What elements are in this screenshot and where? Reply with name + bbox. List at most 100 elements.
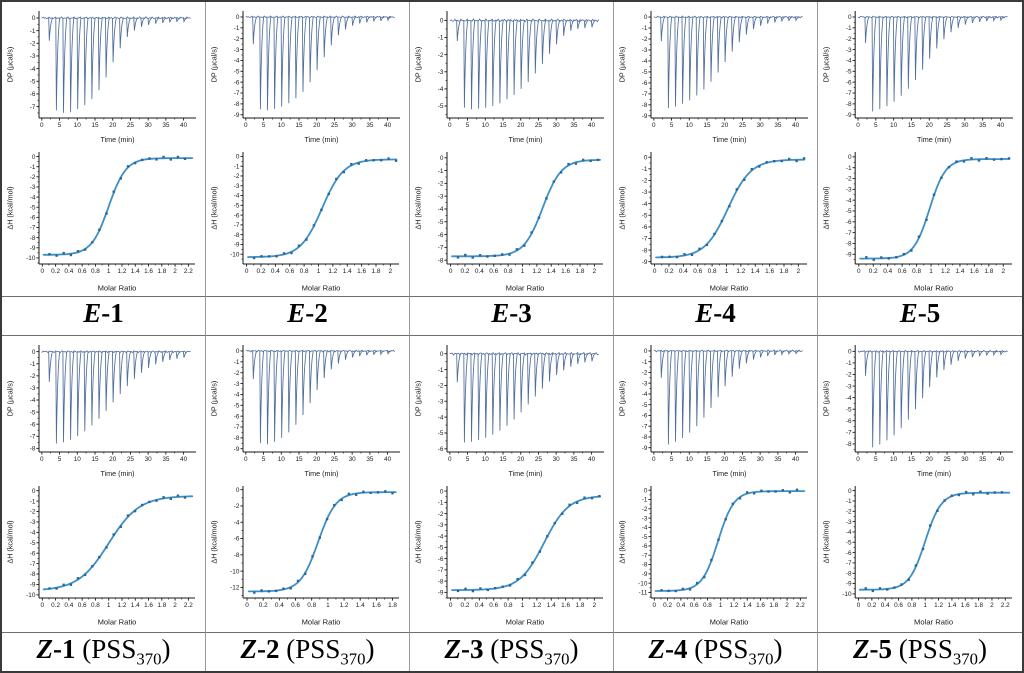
svg-text:Time (min): Time (min): [304, 469, 338, 478]
svg-text:20: 20: [109, 122, 117, 129]
svg-text:25: 25: [739, 456, 747, 463]
svg-text:0.2: 0.2: [869, 268, 878, 275]
isotherm-chart: 0 -1 -2 -3 -4 -5 -6 -7 -8 -9 0 0.2 0.4 0.6 0.8 1 1.2 1.4 1…: [615, 146, 817, 295]
svg-text:-5: -5: [30, 78, 36, 85]
svg-text:-5: -5: [642, 402, 648, 409]
thermogram-svg: 0 -1 -2 -3 -4 -5 -6 0 5 10 15 20 25 30 35 40 DP (µcal/s)…: [414, 345, 604, 478]
svg-text:30: 30: [553, 456, 561, 463]
svg-text:1: 1: [719, 602, 723, 609]
svg-text:1.4: 1.4: [547, 268, 556, 275]
panel-label-number: -5: [869, 634, 893, 665]
panel-label: E-1: [2, 296, 206, 336]
svg-text:35: 35: [570, 456, 578, 463]
svg-text:5: 5: [58, 456, 62, 463]
svg-text:ΔH (kcal/mol): ΔH (kcal/mol): [6, 520, 15, 563]
svg-text:5: 5: [262, 122, 266, 129]
svg-text:2: 2: [1001, 268, 1005, 275]
svg-text:0: 0: [652, 122, 656, 129]
svg-text:0.8: 0.8: [91, 602, 100, 609]
isotherm-chart: 0 -1 -2 -3 -4 -5 -6 -7 -8 -9 0 0.2 0.4 0.6 0.8 1 1.2 1.4 1…: [411, 480, 613, 629]
svg-text:-4: -4: [234, 193, 240, 200]
svg-text:0: 0: [244, 456, 248, 463]
svg-text:-4: -4: [30, 530, 36, 537]
svg-text:-9: -9: [234, 242, 240, 249]
isotherm-chart: 0 -1 -2 -3 -4 -5 -6 -7 -8 -9 -10 0 0.2 0.4 0.6 0.8 1 1.2 1…: [207, 146, 409, 295]
svg-text:-5: -5: [846, 406, 852, 413]
svg-text:-6: -6: [642, 543, 648, 550]
svg-text:1.8: 1.8: [974, 602, 983, 609]
svg-text:0: 0: [32, 154, 36, 161]
svg-text:40: 40: [588, 456, 596, 463]
svg-text:-4: -4: [642, 391, 648, 398]
svg-text:1.2: 1.2: [328, 268, 337, 275]
svg-text:35: 35: [979, 122, 987, 129]
thermogram-chart: 0 -1 -2 -3 -4 -5 -6 -7 -8 -9 0 5 10 15 20 25 30 35 40 DP (µ…: [207, 337, 409, 480]
svg-text:40: 40: [180, 456, 188, 463]
thermogram-svg: 0 -1 -2 -3 -4 -5 -6 -7 -8 0 5 10 15 20 25 30 35 40 DP (µca…: [6, 345, 196, 478]
svg-text:0: 0: [857, 268, 861, 275]
svg-text:2: 2: [173, 268, 177, 275]
svg-text:40: 40: [384, 122, 392, 129]
svg-text:0: 0: [644, 14, 648, 21]
isotherm-svg: 0 -1 -2 -3 -4 -5 -6 -7 -8 -9 0 0.2 0.4 0.6 0.8 1 1.2 1.4 1…: [618, 152, 807, 293]
svg-text:DP (µcal/s): DP (µcal/s): [210, 47, 219, 83]
svg-text:10: 10: [890, 456, 898, 463]
panel-label: Z-5 (PSS370): [818, 632, 1022, 671]
panel-label: Z-4 (PSS370): [614, 632, 818, 671]
svg-text:Molar Ratio: Molar Ratio: [710, 284, 749, 293]
svg-text:-1: -1: [846, 165, 852, 172]
svg-text:-5: -5: [642, 534, 648, 541]
svg-text:-1: -1: [438, 500, 444, 507]
svg-text:-5: -5: [438, 545, 444, 552]
svg-text:1.4: 1.4: [131, 602, 140, 609]
svg-text:0: 0: [244, 122, 248, 129]
svg-text:-9: -9: [30, 582, 36, 589]
svg-text:-4: -4: [642, 58, 648, 65]
panel-label-text: Z-4 (PSS370): [649, 634, 783, 669]
svg-text:-3: -3: [642, 380, 648, 387]
svg-text:-1: -1: [30, 361, 36, 368]
svg-text:2: 2: [785, 602, 789, 609]
svg-text:Molar Ratio: Molar Ratio: [506, 284, 545, 293]
svg-text:-2: -2: [234, 370, 240, 377]
svg-text:10: 10: [686, 122, 694, 129]
svg-text:-1: -1: [846, 25, 852, 32]
svg-text:-7: -7: [846, 560, 852, 567]
svg-text:-8: -8: [234, 101, 240, 108]
svg-text:-9: -9: [438, 590, 444, 597]
panel-label-text: E-3: [491, 298, 532, 333]
isotherm-chart: 0 -1 -2 -3 -4 -5 -6 -7 -8 0 0.2 0.4 0.6 0.8 1 1.2 1.4 1.6…: [411, 146, 613, 295]
svg-text:0.4: 0.4: [676, 602, 685, 609]
svg-text:-4: -4: [438, 86, 444, 93]
svg-text:-4: -4: [30, 66, 36, 73]
svg-text:-6: -6: [30, 215, 36, 222]
svg-text:1.4: 1.4: [356, 602, 365, 609]
svg-text:-1: -1: [438, 367, 444, 374]
svg-text:10: 10: [74, 456, 82, 463]
svg-text:-2: -2: [642, 178, 648, 185]
panel-label-suffix-post: ): [365, 634, 375, 665]
svg-text:-1: -1: [30, 28, 36, 35]
svg-text:0.6: 0.6: [894, 602, 903, 609]
svg-text:1.2: 1.2: [340, 602, 349, 609]
svg-text:-10: -10: [230, 251, 240, 258]
svg-text:20: 20: [313, 456, 321, 463]
svg-text:25: 25: [331, 122, 339, 129]
svg-text:15: 15: [908, 122, 916, 129]
svg-text:0: 0: [245, 268, 249, 275]
svg-text:30: 30: [349, 456, 357, 463]
svg-text:1.6: 1.6: [561, 602, 570, 609]
panel-label-letter: Z: [444, 634, 462, 665]
svg-text:-7: -7: [642, 236, 648, 243]
panel-label-letter: E: [899, 298, 918, 329]
svg-text:0.6: 0.6: [693, 268, 702, 275]
svg-text:2: 2: [593, 602, 597, 609]
svg-text:-5: -5: [234, 402, 240, 409]
svg-text:-3: -3: [438, 522, 444, 529]
panel-label-letter: Z: [853, 634, 870, 665]
svg-text:0.8: 0.8: [907, 602, 916, 609]
thermogram-chart: 0 -1 -2 -3 -4 -5 -6 -7 -8 -9 0 5 10 15 20 25 30 35 40 DP (µ…: [615, 3, 817, 146]
svg-text:-4: -4: [30, 397, 36, 404]
panel-label-letter: Z: [36, 634, 54, 665]
svg-text:-8: -8: [846, 570, 852, 577]
